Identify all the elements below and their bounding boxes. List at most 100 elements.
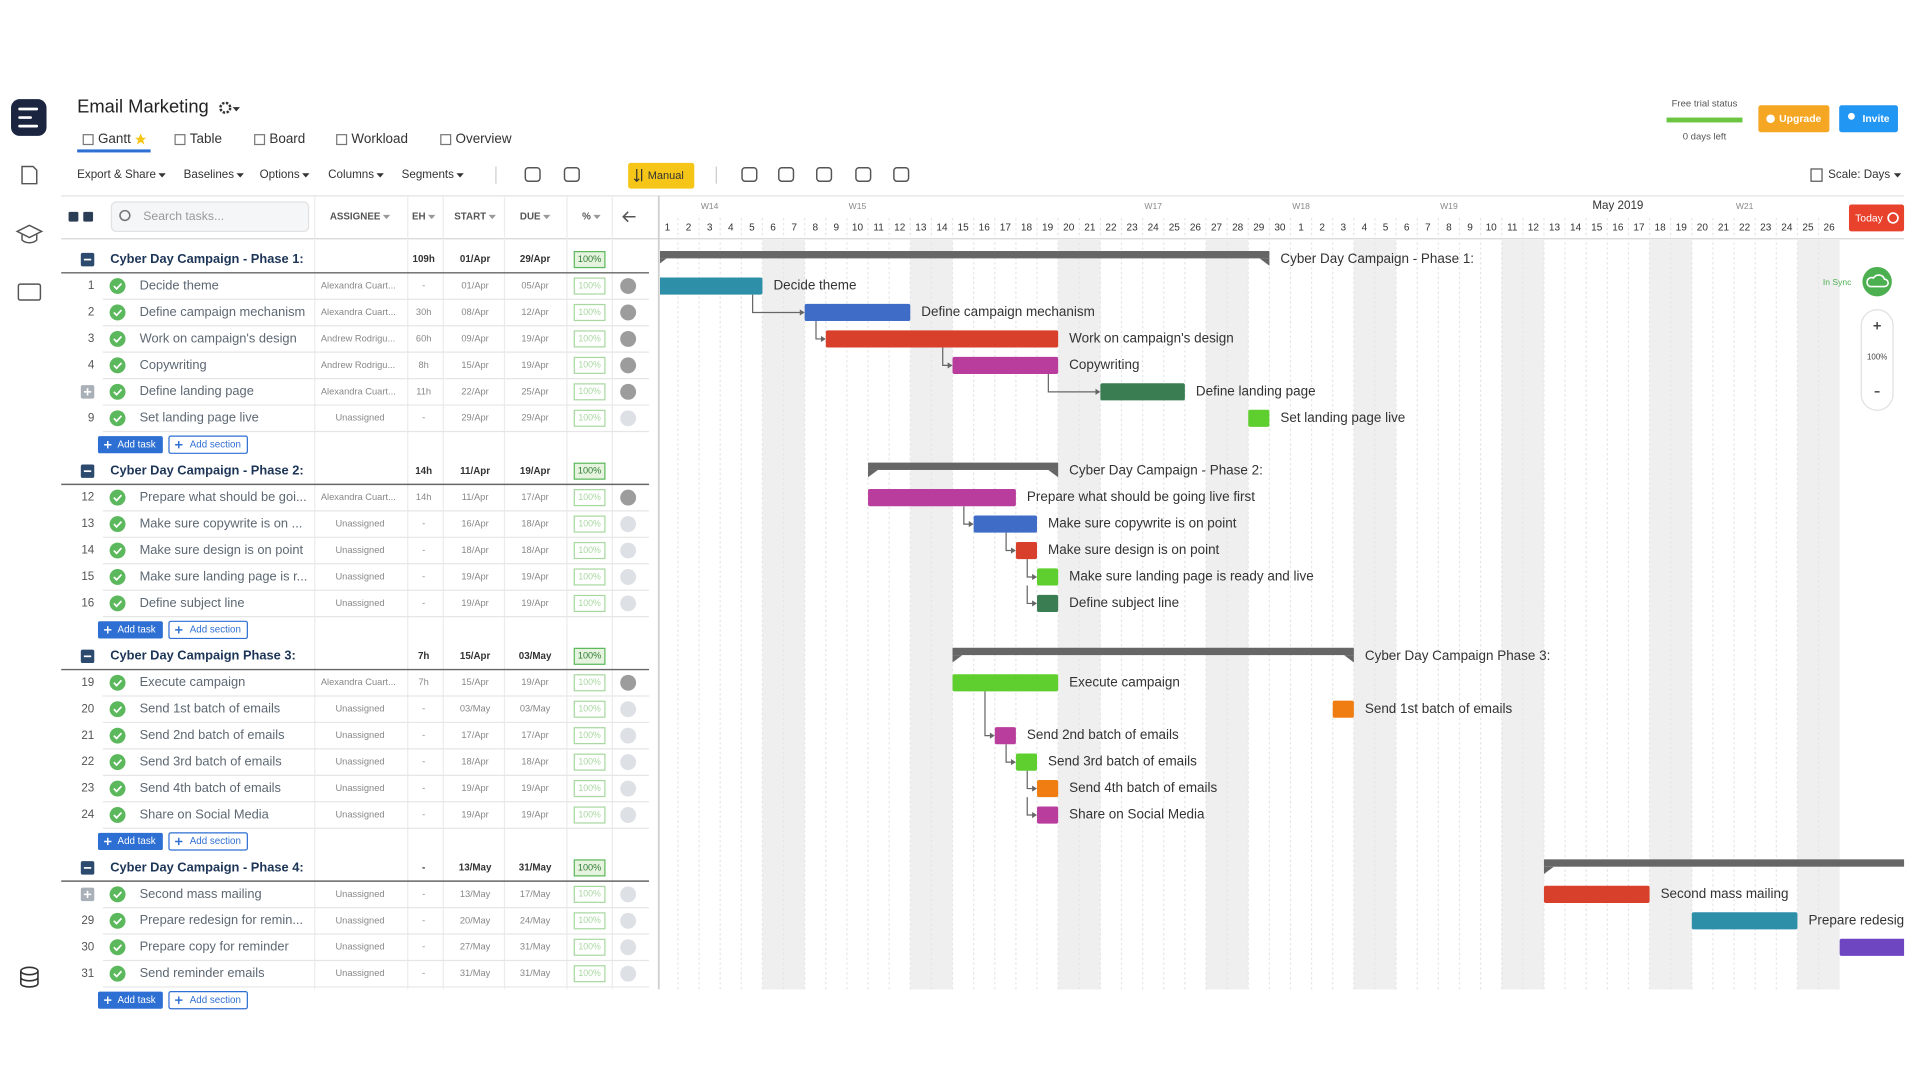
nav-icon[interactable]: [15, 224, 44, 244]
task-name[interactable]: Prepare copy for reminder: [140, 939, 290, 954]
task-name[interactable]: Execute campaign: [140, 674, 246, 689]
toolbar-icon[interactable]: [816, 167, 833, 182]
task-name[interactable]: Work on campaign's design: [140, 330, 297, 345]
task-complete-check[interactable]: [109, 357, 126, 374]
task-complete-check[interactable]: [109, 304, 126, 321]
toolbar-menu[interactable]: Columns: [328, 168, 374, 181]
task-name[interactable]: Send reminder emails: [140, 965, 265, 980]
add-task-button[interactable]: [97, 991, 163, 1009]
toolbar-menu[interactable]: Options: [260, 168, 300, 181]
toolbar-menu[interactable]: Baselines: [184, 168, 235, 181]
invite-button[interactable]: [1839, 105, 1898, 133]
tab[interactable]: Gantt: [98, 131, 131, 146]
toolbar-menu[interactable]: Segments: [402, 168, 455, 181]
task-bar[interactable]: [952, 674, 1059, 692]
task-bar[interactable]: [994, 727, 1016, 745]
sync-button[interactable]: [1862, 266, 1892, 297]
toolbar-menu[interactable]: Export & Share: [77, 168, 156, 181]
task-name[interactable]: Define subject line: [140, 595, 245, 610]
task-bar[interactable]: [657, 277, 763, 295]
toolbar-icon[interactable]: [893, 167, 910, 182]
task-name[interactable]: Make sure copywrite is on ...: [140, 515, 303, 530]
task-bar[interactable]: [1691, 912, 1798, 930]
task-name[interactable]: Send 4th batch of emails: [140, 780, 281, 795]
add-section-button[interactable]: [168, 990, 248, 1010]
task-name[interactable]: Define campaign mechanism: [140, 304, 306, 319]
task-name[interactable]: Send 3rd batch of emails: [140, 754, 282, 769]
manual-button[interactable]: [628, 162, 695, 189]
task-bar[interactable]: [1839, 938, 1920, 956]
scale-selector[interactable]: Scale: Days: [1828, 168, 1890, 181]
today-button[interactable]: [1848, 204, 1905, 232]
toolbar-icon[interactable]: [741, 167, 758, 182]
task-name[interactable]: Prepare redesign for remin...: [140, 912, 303, 927]
column-header[interactable]: START: [454, 211, 486, 222]
collapse-panel-arrow[interactable]: [622, 211, 636, 223]
task-name[interactable]: Decide theme: [140, 277, 219, 292]
add-section-button[interactable]: [168, 620, 248, 640]
task-name[interactable]: Second mass mailing: [140, 886, 262, 901]
tab[interactable]: Table: [190, 131, 222, 146]
task-name[interactable]: Set landing page live: [140, 410, 259, 425]
add-task-button[interactable]: [97, 436, 163, 454]
task-complete-check[interactable]: [109, 754, 126, 771]
task-complete-check[interactable]: [109, 383, 126, 400]
expand-all[interactable]: [68, 211, 79, 222]
toolbar-icon[interactable]: [524, 167, 541, 182]
column-header[interactable]: ASSIGNEE: [330, 211, 381, 222]
task-bar[interactable]: [1100, 383, 1185, 401]
task-complete-check[interactable]: [109, 516, 126, 533]
task-name[interactable]: Prepare what should be goi...: [140, 489, 307, 504]
task-complete-check[interactable]: [109, 807, 126, 823]
task-bar[interactable]: [1037, 568, 1059, 586]
task-bar[interactable]: [1332, 700, 1354, 718]
task-bar[interactable]: [1015, 541, 1038, 560]
task-name[interactable]: Make sure design is on point: [140, 542, 304, 557]
task-bar[interactable]: [1037, 594, 1059, 612]
collapse-all[interactable]: [83, 211, 94, 222]
add-task-button[interactable]: [97, 621, 163, 639]
task-complete-check[interactable]: [109, 489, 126, 506]
task-name[interactable]: Make sure landing page is r...: [140, 568, 308, 583]
task-bar[interactable]: [952, 356, 1059, 374]
task-complete-check[interactable]: [109, 674, 126, 691]
column-header[interactable]: DUE: [520, 211, 541, 222]
tab[interactable]: Overview: [456, 131, 512, 146]
task-complete-check[interactable]: [109, 410, 126, 427]
tab[interactable]: Workload: [351, 131, 408, 146]
add-task-button[interactable]: [97, 832, 163, 851]
task-bar[interactable]: [868, 489, 1016, 507]
nav-icon[interactable]: [21, 165, 38, 185]
task-complete-check[interactable]: [109, 886, 126, 903]
settings-icon[interactable]: [219, 101, 232, 114]
task-bar[interactable]: [804, 303, 911, 322]
task-complete-check[interactable]: [109, 542, 126, 559]
task-complete-check[interactable]: [109, 278, 126, 294]
add-section-button[interactable]: [168, 435, 248, 454]
task-name[interactable]: Send 1st batch of emails: [140, 701, 281, 716]
add-section-button[interactable]: [168, 832, 248, 851]
zoom-in[interactable]: [1873, 322, 1881, 330]
task-complete-check[interactable]: [109, 939, 126, 956]
column-header[interactable]: EH: [412, 211, 426, 222]
toolbar-icon[interactable]: [855, 167, 872, 182]
task-complete-check[interactable]: [109, 595, 126, 612]
task-complete-check[interactable]: [109, 727, 126, 744]
task-name[interactable]: Share on Social Media: [140, 806, 270, 821]
tab[interactable]: Board: [269, 131, 305, 146]
task-complete-check[interactable]: [109, 965, 126, 982]
column-header[interactable]: %: [582, 211, 591, 222]
task-bar[interactable]: [1248, 409, 1270, 427]
task-bar[interactable]: [1037, 780, 1059, 798]
toolbar-icon[interactable]: [778, 167, 795, 182]
task-complete-check[interactable]: [109, 569, 126, 585]
task-complete-check[interactable]: [109, 912, 126, 929]
task-name[interactable]: Define landing page: [140, 383, 254, 398]
task-bar[interactable]: [825, 330, 1059, 348]
nav-icon[interactable]: [17, 283, 42, 301]
task-bar[interactable]: [1037, 806, 1059, 824]
task-complete-check[interactable]: [109, 701, 126, 718]
task-bar[interactable]: [973, 515, 1038, 533]
task-name[interactable]: Send 2nd batch of emails: [140, 727, 285, 742]
task-complete-check[interactable]: [109, 780, 126, 797]
